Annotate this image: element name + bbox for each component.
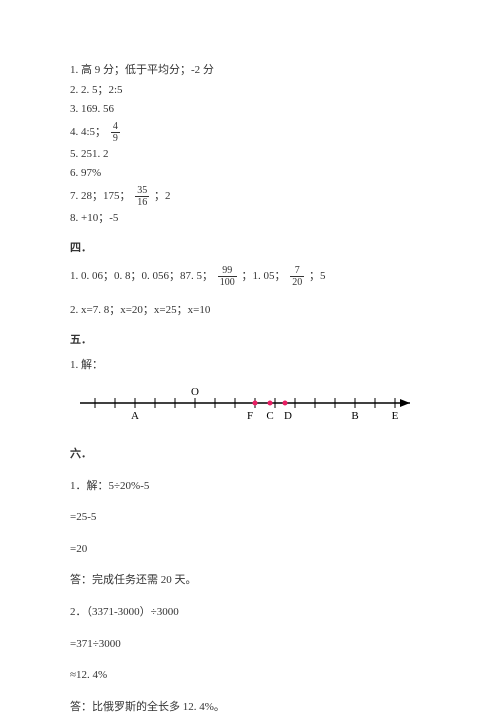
svg-text:A: A: [131, 410, 139, 422]
section-6-title: 六．: [70, 446, 430, 464]
sec6-line: 答：比俄罗斯的全长多 12. 4%。: [70, 699, 430, 716]
ans-3-4: 4. 4:5； 4 9: [70, 121, 430, 144]
ans-4-2: 2. x=7. 8；x=20；x=25；x=10: [70, 302, 430, 320]
svg-text:C: C: [266, 410, 273, 422]
ans-3-4-text: 4. 4:5；: [70, 126, 106, 138]
ans-4-1-b: ；1. 05；: [242, 270, 286, 282]
ans-3-7: 7. 28；175； 35 16 ；2: [70, 185, 430, 208]
ans-3-7-b: ；2: [154, 190, 171, 202]
svg-text:D: D: [284, 410, 292, 422]
section-6-body: 1．解：5÷20%-5 =25-5 =20 答：完成任务还需 20 天。 2．（3371…: [70, 478, 430, 716]
ans-4-1-c: ；5: [309, 270, 326, 282]
sec6-line: =371÷3000: [70, 636, 430, 654]
sec6-line: 1．解：5÷20%-5: [70, 478, 430, 496]
frac-den: 9: [111, 133, 120, 144]
frac-den: 16: [135, 197, 149, 208]
ans-3-8: 8. +10；-5: [70, 210, 430, 228]
frac-num: 4: [111, 121, 120, 133]
sec6-line: 2．（3371-3000）÷3000: [70, 604, 430, 622]
frac-num: 35: [135, 185, 149, 197]
sec6-line: 答：完成任务还需 20 天。: [70, 572, 430, 590]
ans-4-1-a: 1. 0. 06；0. 8；0. 056；87. 5；: [70, 270, 213, 282]
frac-den: 100: [218, 277, 237, 288]
section-4-title: 四．: [70, 240, 430, 258]
ans-3-5: 5. 251. 2: [70, 146, 430, 164]
ans-3-2: 2. 2. 5；2:5: [70, 82, 430, 100]
section-5-title: 五．: [70, 332, 430, 350]
svg-text:B: B: [351, 410, 358, 422]
frac-den: 20: [290, 277, 304, 288]
sec6-line: ≈12. 4%: [70, 667, 430, 685]
frac-num: 7: [290, 265, 304, 277]
sec6-line: =25-5: [70, 509, 430, 527]
fraction-99-100: 99 100: [218, 265, 237, 288]
ans-3-3: 3. 169. 56: [70, 101, 430, 119]
fraction-35-16: 35 16: [135, 185, 149, 208]
fraction-4-9: 4 9: [111, 121, 120, 144]
ans-4-1: 1. 0. 06；0. 8；0. 056；87. 5； 99 100 ；1. 0…: [70, 265, 430, 288]
sec6-line: =20: [70, 541, 430, 559]
ans-3-1: 1. 高 9 分；低于平均分；-2 分: [70, 62, 430, 80]
number-line-diagram: O A F CD B E: [70, 383, 420, 428]
ans-3-6: 6. 97%: [70, 165, 430, 183]
svg-text:E: E: [392, 410, 399, 422]
ans-3-7-a: 7. 28；175；: [70, 190, 131, 202]
fraction-7-20: 7 20: [290, 265, 304, 288]
ans-5-1: 1. 解：: [70, 357, 430, 375]
svg-text:F: F: [247, 410, 253, 422]
frac-num: 99: [218, 265, 237, 277]
svg-text:O: O: [191, 386, 199, 398]
